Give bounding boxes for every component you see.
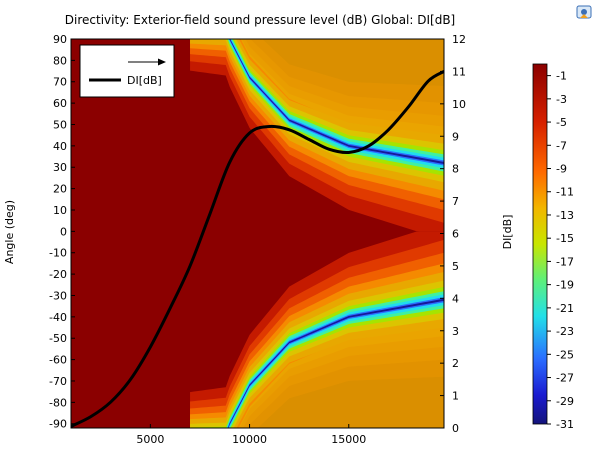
colorbar-tick-label: -21 (556, 302, 574, 315)
y-tick-label: -80 (49, 396, 67, 409)
y2-tick-label: 11 (452, 65, 466, 78)
colorbar-ticks: -1 -3 -5 -7 -9 -11 -13 -15 -17 -19 -21 -23 -25 -27 -29… (547, 70, 574, 431)
colorbar-tick-label: -23 (556, 325, 574, 338)
y-axis-ticks: 90 80 70 60 50 40 30 20 10 0 -10 -20 -30 -40 -50 -60 -70… (49, 33, 75, 431)
x-tick-label: 15000 (331, 433, 366, 446)
y2-tick-label: 2 (452, 357, 459, 370)
x-tick-label: 10000 (232, 433, 267, 446)
y2-tick-label: 9 (452, 130, 459, 143)
colorbar-tick-label: -5 (556, 116, 567, 129)
chart-title: Directivity: Exterior-field sound pressu… (65, 13, 455, 27)
y-tick-label: 40 (53, 140, 67, 153)
y2-tick-label: 12 (452, 33, 466, 46)
legend: DI[dB] (79, 44, 175, 98)
legend-label-di: DI[dB] (127, 74, 162, 87)
y-tick-label: -30 (49, 289, 67, 302)
y-tick-label: 90 (53, 33, 67, 46)
y-tick-label: 70 (53, 76, 67, 89)
colorbar-tick-label: -1 (556, 70, 567, 83)
colorbar-gradient (532, 63, 548, 425)
colorbar-tick-label: -7 (556, 139, 567, 152)
y2-tick-label: 3 (452, 325, 459, 338)
arrow-right-icon (158, 58, 166, 66)
y-tick-label: 10 (53, 204, 67, 217)
colorbar-tick-label: -29 (556, 395, 574, 408)
y2-tick-label: 5 (452, 260, 459, 273)
y-tick-label: -60 (49, 354, 67, 367)
y-tick-label: 80 (53, 54, 67, 67)
colorbar: -1 -3 -5 -7 -9 -11 -13 -15 -17 -19 -21 -23 -25 -27 -29… (532, 63, 574, 431)
y-tick-label: 50 (53, 118, 67, 131)
colorbar-tick-label: -3 (556, 93, 567, 106)
colorbar-tick-label: -11 (556, 186, 574, 199)
colorbar-tick-label: -13 (556, 209, 574, 222)
heatmap-field (71, 39, 444, 428)
series-line-di (71, 69, 444, 428)
y2-axis-label: DI[dB] (501, 215, 514, 250)
heatmap-band (190, 286, 444, 428)
legend-box (79, 44, 175, 98)
colorbar-tick-label: -15 (556, 232, 574, 245)
y-tick-label: -20 (49, 268, 67, 281)
y-axis-label: Angle (deg) (3, 200, 16, 264)
y-tick-label: 0 (60, 225, 67, 238)
colorbar-tick-label: -9 (556, 163, 567, 176)
heatmap-band (229, 39, 444, 165)
image-export-icon[interactable] (576, 4, 592, 20)
y2-tick-label: 10 (452, 98, 466, 111)
y2-tick-label: 8 (452, 163, 459, 176)
y-tick-label: -90 (49, 418, 67, 431)
colorbar-tick-label: -17 (556, 255, 574, 268)
colorbar-tick-label: -25 (556, 348, 574, 361)
y-tick-label: -40 (49, 311, 67, 324)
y2-tick-label: 4 (452, 292, 459, 305)
y-tick-label: 30 (53, 161, 67, 174)
x-tick-label: 5000 (136, 433, 164, 446)
heatmap-outer-region (240, 39, 444, 142)
heatmap-bands (190, 39, 444, 428)
colorbar-tick-label: -19 (556, 279, 574, 292)
y2-tick-label: 7 (452, 195, 459, 208)
y2-tick-label: 0 (452, 422, 459, 435)
y-tick-label: -50 (49, 332, 67, 345)
x-axis-ticks: 5000 10000 15000 (136, 424, 366, 446)
heatmap-outer-region (238, 321, 444, 428)
y-tick-label: -70 (49, 375, 67, 388)
y-tick-label: -10 (49, 247, 67, 260)
y-tick-label: 20 (53, 183, 67, 196)
colorbar-tick-label: -27 (556, 372, 574, 385)
y2-tick-label: 1 (452, 390, 459, 403)
y2-tick-label: 6 (452, 228, 459, 241)
colorbar-tick-label: -31 (556, 418, 574, 431)
y-tick-label: 60 (53, 97, 67, 110)
